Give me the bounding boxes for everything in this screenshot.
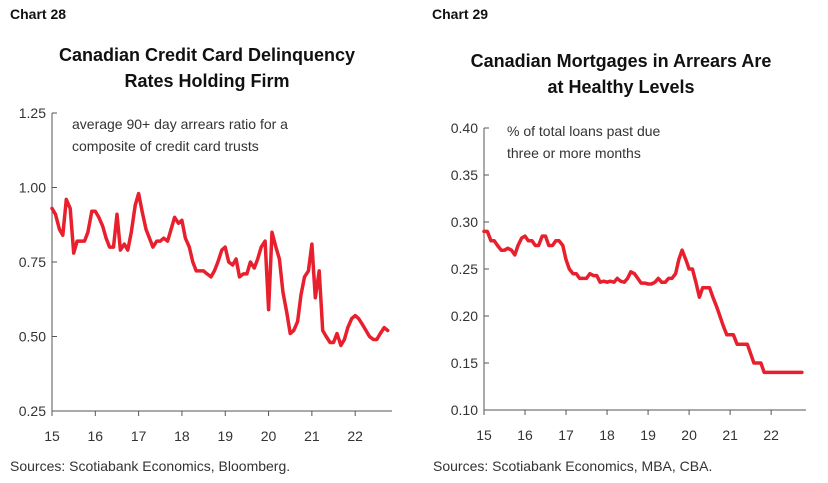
chart-annotation: % of total loans past due (507, 123, 661, 139)
x-tick-label: 16 (517, 427, 533, 443)
series-line (50, 191, 390, 348)
y-tick-label: 1.00 (19, 180, 46, 196)
y-tick-label: 1.25 (19, 105, 46, 121)
chart-29-panel: Chart 29 Canadian Mortgages in Arrears A… (414, 0, 828, 483)
x-tick-label: 21 (304, 428, 320, 444)
chart-28-plot: 0.25 0.50 0.75 1.00 1.25 15 16 17 18 19 20 21 22 aver… (19, 105, 392, 444)
x-tick-label: 18 (599, 427, 615, 443)
y-tick-label: 0.75 (19, 254, 46, 270)
y-tick-label: 0.35 (451, 167, 478, 183)
x-tick-label: 22 (347, 428, 363, 444)
chart-title-line-2: Rates Holding Firm (124, 71, 290, 91)
chart-annotation: average 90+ day arrears ratio for a (72, 116, 288, 132)
y-tick-label: 0.25 (19, 403, 46, 419)
x-tick-label: 17 (131, 428, 147, 444)
chart-annotation: composite of credit card trusts (72, 138, 259, 154)
x-tick-label: 22 (763, 427, 779, 443)
chart-title-line-1: Canadian Credit Card Delinquency (58, 45, 356, 65)
x-tick-label: 16 (88, 428, 104, 444)
x-tick-label: 20 (681, 427, 697, 443)
x-tick-label: 21 (722, 427, 738, 443)
y-tick-label: 0.40 (451, 120, 478, 136)
x-tick-label: 17 (558, 427, 574, 443)
y-tick-label: 0.20 (451, 308, 478, 324)
y-tick-label: 0.10 (451, 402, 478, 418)
x-tick-label: 19 (640, 427, 656, 443)
y-tick-label: 0.50 (19, 329, 46, 345)
chart-29-plot: 0.10 0.15 0.20 0.25 0.30 0.35 0.40 15 16 17 18 19 20… (451, 120, 806, 443)
x-tick-label: 20 (261, 428, 277, 444)
chart-number: Chart 28 (10, 6, 67, 22)
chart-title-line-2: at Healthy Levels (547, 77, 695, 97)
x-tick-label: 18 (174, 428, 190, 444)
chart-annotation: three or more months (507, 145, 641, 161)
y-tick-label: 0.15 (451, 355, 478, 371)
chart-source: Sources: Scotiabank Economics, Bloomberg… (10, 458, 291, 474)
x-tick-label: 15 (44, 428, 60, 444)
series-line (482, 229, 804, 375)
chart-title-line-1: Canadian Mortgages in Arrears Are (470, 51, 772, 71)
x-tick-label: 19 (217, 428, 233, 444)
y-tick-label: 0.30 (451, 214, 478, 230)
x-tick-label: 15 (476, 427, 492, 443)
chart-number: Chart 29 (432, 6, 489, 22)
chart-source: Sources: Scotiabank Economics, MBA, CBA. (433, 458, 713, 474)
chart-28-panel: Chart 28 Canadian Credit Card Delinquenc… (10, 6, 392, 474)
y-tick-label: 0.25 (451, 261, 478, 277)
